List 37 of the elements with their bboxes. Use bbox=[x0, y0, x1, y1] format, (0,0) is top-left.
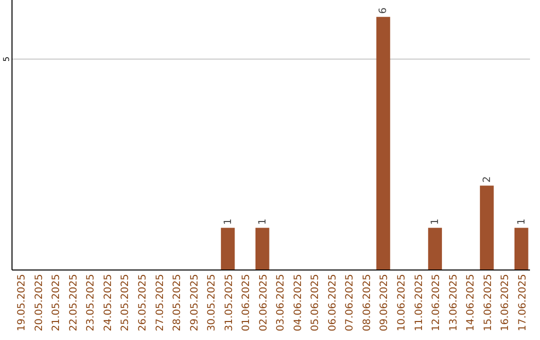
data-label: 2 bbox=[482, 176, 493, 183]
data-label: 1 bbox=[430, 218, 442, 225]
x-tick-label: 20.05.2025 bbox=[34, 274, 45, 332]
data-label: 1 bbox=[257, 218, 268, 225]
data-label: 6 bbox=[378, 8, 390, 14]
x-tick-label: 26.05.2025 bbox=[138, 274, 148, 332]
x-tick-label: 27.05.2025 bbox=[154, 274, 166, 332]
x-tick-label: 28.05.2025 bbox=[172, 274, 184, 332]
x-tick-label: 19.05.2025 bbox=[16, 274, 28, 332]
x-tick-label: 24.05.2025 bbox=[102, 274, 114, 332]
x-tick-label: 16.06.2025 bbox=[500, 274, 512, 332]
x-tick-label: 23.05.2025 bbox=[86, 274, 97, 332]
x-tick-label: 14.06.2025 bbox=[466, 274, 477, 332]
x-tick-label: 15.06.2025 bbox=[482, 274, 494, 332]
x-tick-label: 17.06.2025 bbox=[517, 274, 528, 332]
x-tick-label: 29.05.2025 bbox=[189, 274, 200, 332]
x-tick-label: 03.06.2025 bbox=[276, 274, 287, 332]
x-tick-label: 04.06.2025 bbox=[292, 274, 304, 332]
x-tick-label: 06.06.2025 bbox=[327, 274, 338, 332]
x-tick-label: 11.06.2025 bbox=[414, 274, 425, 332]
x-tick-label: 08.06.2025 bbox=[362, 274, 373, 332]
x-tick-label: 21.05.2025 bbox=[51, 274, 62, 332]
x-tick-label: 01.06.2025 bbox=[241, 274, 252, 332]
x-tick-label: 25.05.2025 bbox=[120, 274, 132, 332]
x-tick-label: 09.06.2025 bbox=[379, 274, 390, 332]
x-tick-label: 02.06.2025 bbox=[258, 274, 270, 332]
x-tick-label: 13.06.2025 bbox=[448, 274, 460, 332]
data-label: 1 bbox=[222, 218, 234, 225]
x-tick-label: 05.06.2025 bbox=[310, 274, 322, 332]
x-tick-label: 07.06.2025 bbox=[344, 274, 356, 332]
x-tick-label: 31.05.2025 bbox=[224, 274, 235, 332]
x-tick-label: 10.06.2025 bbox=[396, 274, 408, 332]
ref-line-label: 5 bbox=[2, 56, 11, 62]
data-label: 1 bbox=[516, 218, 528, 225]
x-tick-label: 30.05.2025 bbox=[206, 274, 218, 332]
x-tick-label: 12.06.2025 bbox=[431, 274, 442, 332]
x-tick-label: 22.05.2025 bbox=[68, 274, 80, 332]
